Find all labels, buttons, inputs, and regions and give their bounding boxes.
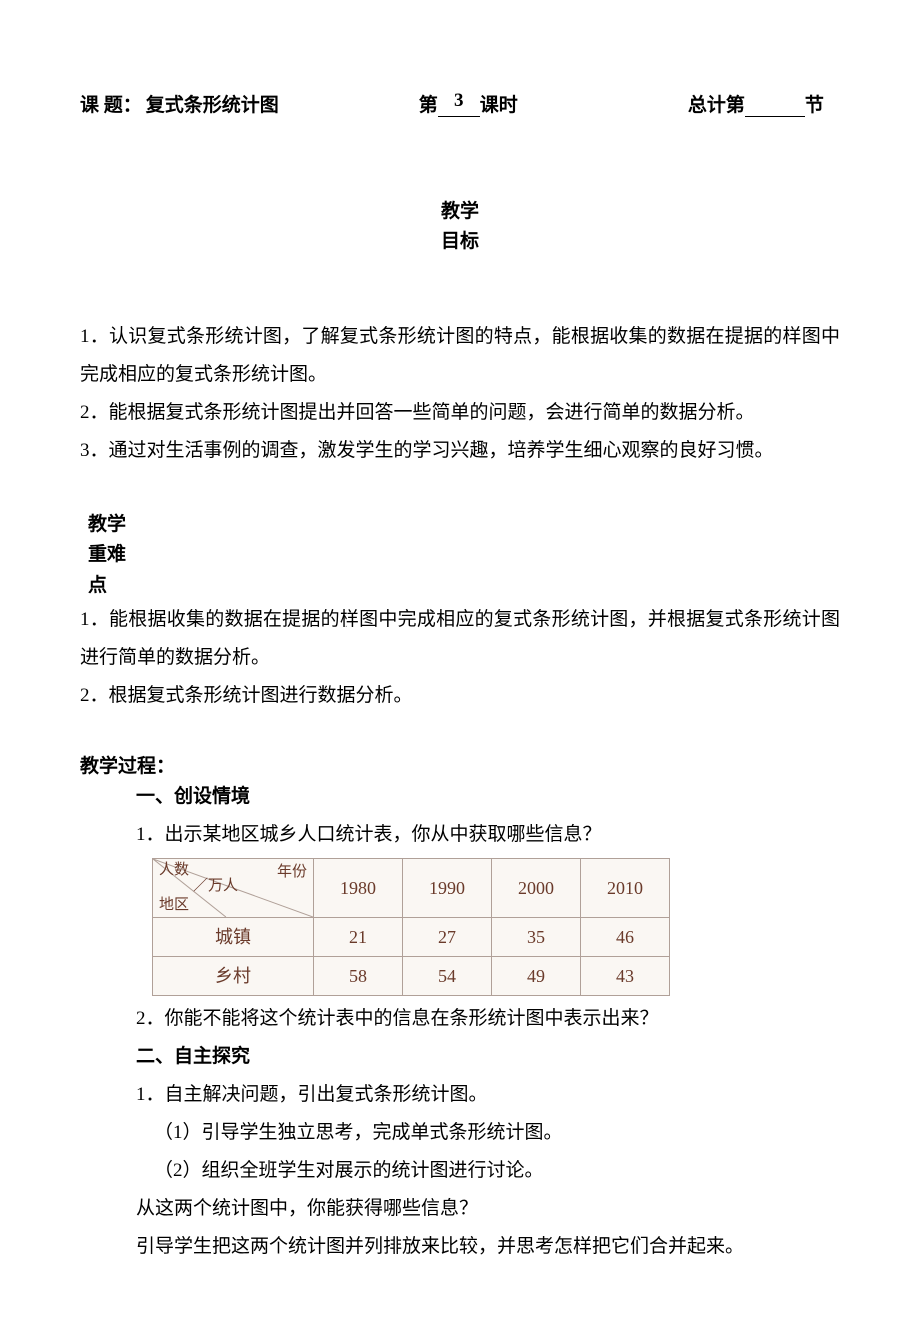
row-label-1: 城镇 bbox=[153, 917, 314, 956]
sec2-l3: （2）组织全班学生对展示的统计图进行讨论。 bbox=[80, 1152, 840, 1190]
period-suffix: 课时 bbox=[480, 90, 518, 117]
sec1-heading: 一、创设情境 bbox=[80, 778, 840, 816]
year-col-1: 1980 bbox=[314, 858, 403, 917]
difficulty-body: 1．能根据收集的数据在提据的样图中完成相应的复式条形统计图，并根据复式条形统计图… bbox=[80, 601, 840, 715]
lesson-header: 课 题： 复式条形统计图 第 3 课时 总计第 节 bbox=[80, 90, 840, 117]
table-row: 城镇 21 27 35 46 bbox=[153, 917, 670, 956]
population-table-wrap: 人数 ／万人 年份 地区 1980 1990 2000 2010 城镇 21 2… bbox=[152, 858, 840, 996]
period-number: 3 bbox=[438, 90, 480, 117]
difficulty-heading: 教学 重难 点 bbox=[88, 510, 840, 601]
difficulty-item-2: 2．根据复式条形统计图进行数据分析。 bbox=[80, 677, 840, 715]
cell-0-3: 46 bbox=[581, 917, 670, 956]
cell-1-1: 54 bbox=[403, 956, 492, 995]
cell-1-3: 43 bbox=[581, 956, 670, 995]
difficulty-item-1: 1．能根据收集的数据在提据的样图中完成相应的复式条形统计图，并根据复式条形统计图… bbox=[80, 601, 840, 677]
sec1-q1: 1．出示某地区城乡人口统计表，你从中获取哪些信息？ bbox=[80, 816, 840, 854]
goal-item-1: 1．认识复式条形统计图，了解复式条形统计图的特点，能根据收集的数据在提据的样图中… bbox=[80, 318, 840, 394]
sec2-l5: 引导学生把这两个统计图并列排放来比较，并思考怎样把它们合并起来。 bbox=[80, 1228, 840, 1266]
diag-unit: ／万人 bbox=[193, 879, 238, 894]
cell-0-1: 27 bbox=[403, 917, 492, 956]
sec1-q2: 2．你能不能将这个统计表中的信息在条形统计图中表示出来？ bbox=[80, 1000, 840, 1038]
diag-bottom: 地区 bbox=[159, 898, 189, 913]
goal-heading-line1: 教学 bbox=[80, 197, 840, 227]
lesson-prefix: 课 题： bbox=[80, 90, 142, 117]
sec2-heading: 二、自主探究 bbox=[80, 1038, 840, 1076]
diag-right: 年份 bbox=[277, 865, 307, 880]
table-header-row: 人数 ／万人 年份 地区 1980 1990 2000 2010 bbox=[153, 858, 670, 917]
cell-0-2: 35 bbox=[492, 917, 581, 956]
year-col-2: 1990 bbox=[403, 858, 492, 917]
goal-body: 1．认识复式条形统计图，了解复式条形统计图的特点，能根据收集的数据在提据的样图中… bbox=[80, 318, 840, 470]
diagonal-header-cell: 人数 ／万人 年份 地区 bbox=[153, 858, 314, 917]
page: 课 题： 复式条形统计图 第 3 课时 总计第 节 教学 目标 1．认识复式条形… bbox=[0, 0, 920, 1326]
row-label-2: 乡村 bbox=[153, 956, 314, 995]
goal-heading-line2: 目标 bbox=[80, 227, 840, 257]
year-col-3: 2000 bbox=[492, 858, 581, 917]
process-body: 一、创设情境 1．出示某地区城乡人口统计表，你从中获取哪些信息？ 人数 ／万人 … bbox=[80, 778, 840, 1266]
total-blank bbox=[745, 90, 805, 117]
sec2-l1: 1．自主解决问题，引出复式条形统计图。 bbox=[80, 1076, 840, 1114]
dot-marker: . bbox=[345, 619, 348, 630]
population-table: 人数 ／万人 年份 地区 1980 1990 2000 2010 城镇 21 2… bbox=[152, 858, 670, 996]
process-title: 教学过程： bbox=[80, 751, 840, 778]
period-prefix: 第 bbox=[419, 90, 438, 117]
goal-item-3: 3．通过对生活事例的调查，激发学生的学习兴趣，培养学生细心观察的良好习惯。 bbox=[80, 432, 840, 470]
table-row: 乡村 58 54 49 43 bbox=[153, 956, 670, 995]
lesson-title: 复式条形统计图 bbox=[146, 90, 279, 117]
goal-heading: 教学 目标 bbox=[80, 197, 840, 258]
sec2-l2: （1）引导学生独立思考，完成单式条形统计图。 bbox=[80, 1114, 840, 1152]
difficulty-heading-line2: 重难 bbox=[88, 540, 840, 570]
difficulty-heading-line3: 点 bbox=[88, 571, 840, 601]
total-prefix: 总计第 bbox=[688, 90, 745, 117]
cell-0-0: 21 bbox=[314, 917, 403, 956]
sec2-l4: 从这两个统计图中，你能获得哪些信息？ bbox=[80, 1190, 840, 1228]
year-col-4: 2010 bbox=[581, 858, 670, 917]
difficulty-heading-line1: 教学 bbox=[88, 510, 840, 540]
cell-1-2: 49 bbox=[492, 956, 581, 995]
goal-item-2: 2．能根据复式条形统计图提出并回答一些简单的问题，会进行简单的数据分析。 bbox=[80, 394, 840, 432]
cell-1-0: 58 bbox=[314, 956, 403, 995]
total-suffix: 节 bbox=[805, 90, 824, 117]
diag-top-left: 人数 bbox=[159, 863, 189, 878]
